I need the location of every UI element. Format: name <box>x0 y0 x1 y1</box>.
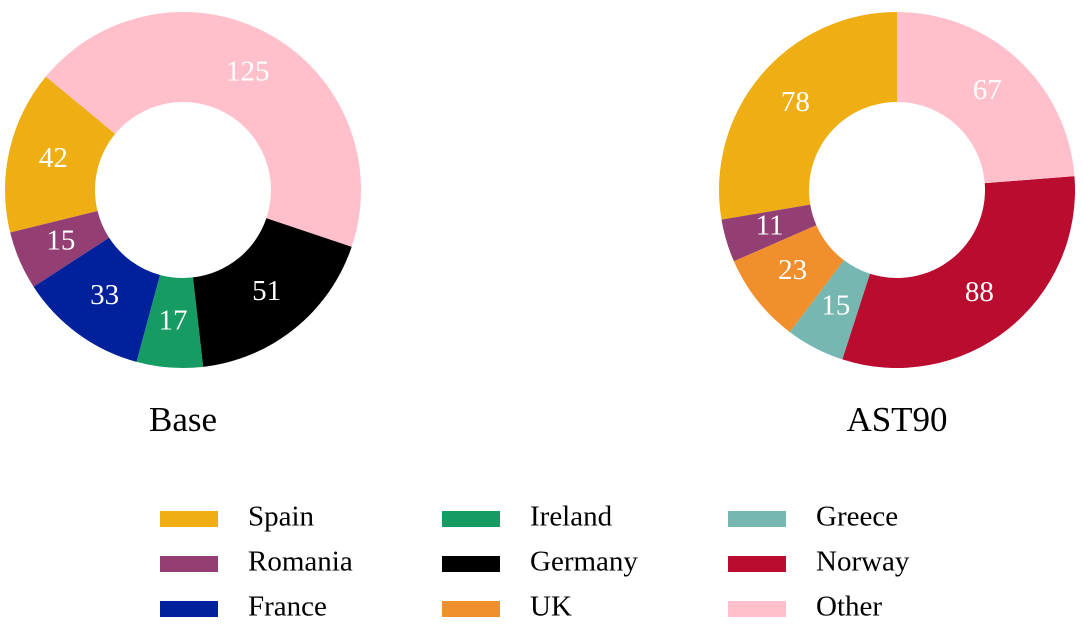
legend-swatch <box>728 511 786 527</box>
wedge <box>721 204 817 262</box>
wedge <box>4 76 116 233</box>
legend-label: Greece <box>816 501 898 533</box>
value-label: 42 <box>39 142 68 174</box>
wedge <box>136 274 204 369</box>
wedge <box>733 225 845 333</box>
legend-swatch <box>442 556 500 572</box>
legend-label: UK <box>530 591 572 623</box>
legend-label: Norway <box>816 546 910 578</box>
value-label: 88 <box>965 276 994 308</box>
wedge <box>45 11 361 247</box>
wedge <box>897 12 1075 184</box>
value-label: 125 <box>226 55 270 87</box>
value-label: 67 <box>973 74 1002 106</box>
value-label: 15 <box>821 290 850 322</box>
legend-label: Romania <box>248 546 353 578</box>
chart-title: AST90 <box>846 400 947 439</box>
value-label: 51 <box>252 275 281 307</box>
value-label: 11 <box>756 210 784 242</box>
legend-swatch <box>442 601 500 617</box>
wedge <box>192 218 352 367</box>
value-label: 17 <box>159 304 188 336</box>
legend-swatch <box>728 556 786 572</box>
value-label: 15 <box>46 224 75 256</box>
legend-label: Germany <box>530 546 638 578</box>
legend-label: Other <box>816 591 882 623</box>
legend-swatch <box>442 511 500 527</box>
legend-label: Ireland <box>530 501 613 533</box>
wedge <box>33 237 161 362</box>
wedge <box>10 211 110 287</box>
legend-swatch <box>160 511 218 527</box>
value-label: 33 <box>90 279 119 311</box>
legend-swatch <box>728 601 786 617</box>
wedge <box>789 260 870 360</box>
legend-label: Spain <box>248 501 315 533</box>
legend-label: France <box>248 591 327 623</box>
value-label: 23 <box>778 254 807 286</box>
chart-title: Base <box>149 400 217 439</box>
value-label: 78 <box>781 86 810 118</box>
wedge <box>719 12 897 220</box>
legend-swatch <box>160 556 218 572</box>
wedge <box>842 176 1075 368</box>
legend-swatch <box>160 601 218 617</box>
